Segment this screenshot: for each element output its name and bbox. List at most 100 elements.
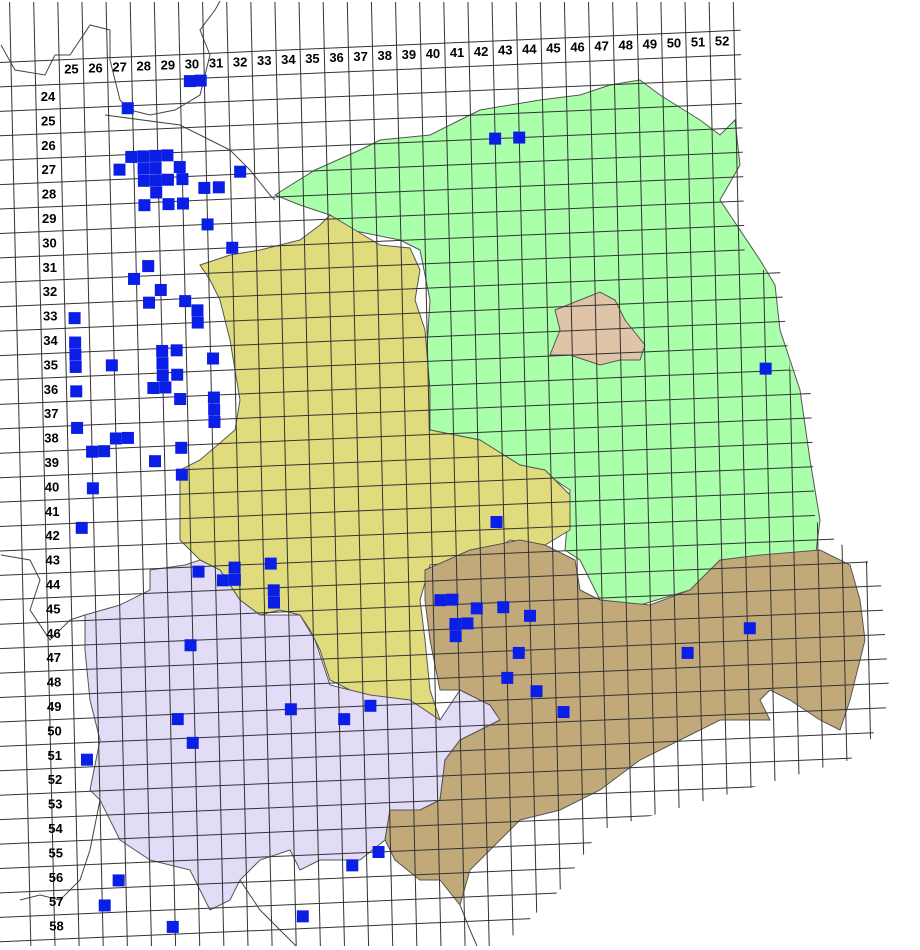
row-label: 54 (48, 821, 63, 836)
occurrence-marker (149, 174, 162, 187)
grid-line-horizontal (0, 657, 890, 699)
row-label: 35 (44, 357, 58, 372)
occurrence-marker (557, 706, 570, 719)
occurrence-marker (175, 468, 188, 481)
occurrence-marker (501, 671, 514, 684)
occurrence-marker (372, 846, 385, 858)
occurrence-marker (125, 150, 138, 163)
column-label: 28 (137, 58, 151, 73)
grid-line-vertical (177, 1, 201, 947)
occurrence-marker (143, 296, 156, 309)
column-label: 44 (522, 42, 537, 57)
column-label: 34 (281, 52, 296, 67)
row-label: 30 (42, 235, 56, 250)
grid-line-horizontal (0, 754, 890, 796)
occurrence-marker (98, 445, 111, 458)
row-label: 31 (43, 260, 57, 275)
occurrence-marker (112, 874, 125, 887)
occurrence-marker (156, 344, 169, 357)
occurrence-marker (149, 455, 162, 468)
row-label: 27 (42, 162, 56, 177)
column-label: 26 (88, 61, 102, 76)
column-label: 41 (450, 45, 464, 60)
row-label: 55 (49, 845, 63, 860)
occurrence-marker (149, 162, 162, 175)
region-berlin (549, 291, 646, 366)
grid-line-vertical (105, 1, 128, 947)
row-label: 47 (47, 650, 61, 665)
column-label: 35 (305, 51, 319, 66)
row-label: 52 (48, 772, 62, 787)
column-label: 38 (378, 48, 392, 63)
grid-line-vertical (612, 1, 635, 947)
occurrence-marker (80, 753, 93, 766)
occurrence-marker (681, 646, 694, 659)
row-label: 50 (47, 723, 61, 738)
occurrence-marker (166, 920, 179, 933)
occurrence-marker (234, 165, 247, 178)
occurrence-marker (154, 283, 167, 296)
border-line (0, 0, 221, 116)
row-label: 38 (44, 431, 58, 446)
occurrence-marker (186, 736, 199, 749)
occurrence-marker (75, 521, 88, 534)
occurrence-marker (346, 859, 359, 872)
grid-line-horizontal (0, 70, 890, 112)
row-label: 33 (43, 309, 57, 324)
occurrence-marker (68, 312, 81, 325)
occurrence-marker (490, 516, 503, 529)
occurrence-marker (267, 596, 280, 609)
grid-line-horizontal (0, 486, 890, 528)
grid-line-horizontal (0, 632, 890, 674)
occurrence-marker (69, 336, 82, 349)
column-label: 50 (667, 35, 681, 50)
grid-line-horizontal (0, 534, 890, 576)
column-label: 52 (715, 33, 729, 48)
occurrence-marker (161, 173, 174, 186)
occurrence-marker (207, 352, 220, 365)
occurrence-marker (175, 441, 188, 454)
grid-line-vertical (515, 1, 538, 947)
grid-line-vertical (250, 1, 273, 947)
occurrence-marker (128, 272, 141, 285)
occurrence-marker (364, 699, 377, 712)
occurrence-marker (184, 639, 197, 652)
border-line (239, 879, 297, 947)
column-label: 32 (233, 54, 247, 69)
grid-line-horizontal (0, 730, 890, 772)
occurrence-marker (70, 385, 83, 398)
row-label: 41 (45, 504, 59, 519)
grid-line-horizontal (0, 388, 890, 430)
occurrence-marker (191, 304, 204, 317)
grid-line-vertical (877, 1, 890, 947)
column-label: 25 (64, 62, 78, 77)
row-label: 56 (49, 870, 63, 885)
occurrence-marker (71, 421, 84, 434)
occurrence-marker (161, 149, 174, 162)
grid-line-vertical (226, 1, 249, 947)
grid-line-vertical (588, 1, 611, 947)
occurrence-marker (121, 102, 134, 115)
occurrence-marker (489, 132, 502, 145)
occurrence-marker (497, 601, 510, 614)
occurrence-marker (138, 199, 151, 212)
occurrence-marker (137, 150, 150, 163)
column-label: 40 (426, 46, 440, 61)
occurrence-marker (183, 75, 196, 88)
grid-line-vertical (660, 1, 683, 947)
grid-line-horizontal (0, 705, 890, 747)
occurrence-marker (470, 602, 483, 615)
occurrence-marker (449, 617, 462, 630)
row-label: 29 (42, 211, 56, 226)
row-label: 57 (49, 894, 63, 909)
occurrence-marker (109, 432, 122, 445)
occurrence-marker (207, 391, 220, 404)
occurrence-marker (513, 131, 526, 144)
column-label: 31 (209, 55, 223, 70)
grid-line-horizontal (0, 437, 890, 479)
occurrence-marker (170, 344, 183, 357)
row-label: 48 (47, 675, 61, 690)
grid-line-horizontal (0, 412, 890, 454)
occurrence-marker (98, 899, 111, 912)
column-label: 49 (643, 36, 657, 51)
